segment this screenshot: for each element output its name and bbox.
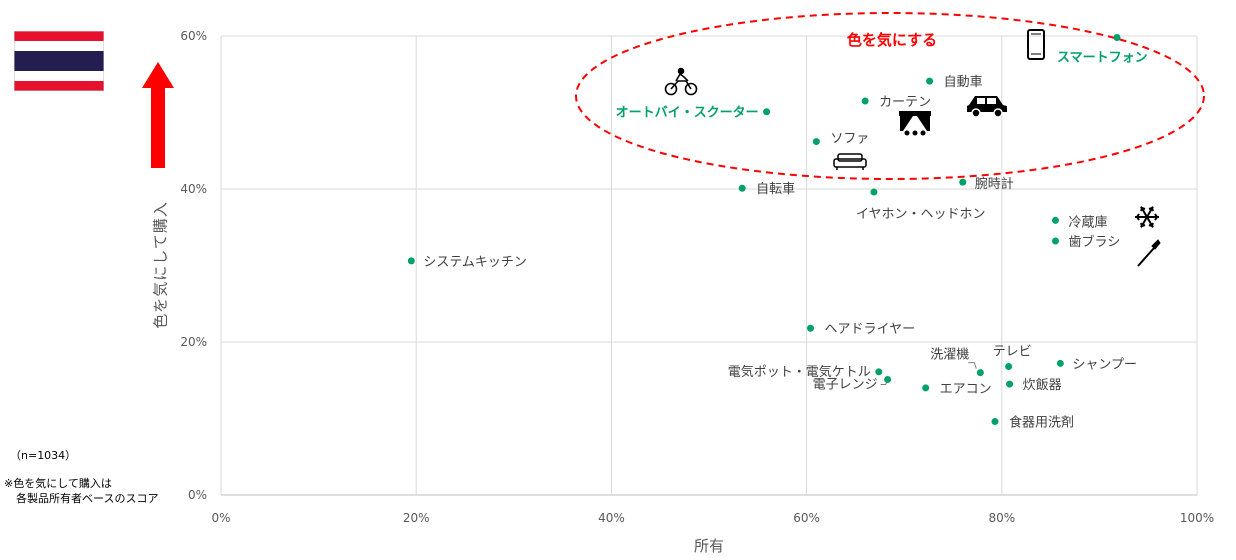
snowflake-icon xyxy=(1135,206,1159,228)
y-tick-label: 20% xyxy=(180,335,207,349)
point-label: システムキッチン xyxy=(423,255,527,270)
leader-line xyxy=(968,362,977,369)
data-point xyxy=(1113,34,1121,42)
thailand-flag-icon xyxy=(14,31,104,91)
point-label: 自転車 xyxy=(756,182,795,197)
data-point xyxy=(884,375,892,383)
highlight-ellipse xyxy=(575,12,1205,180)
data-point xyxy=(812,138,820,146)
point-label: 腕時計 xyxy=(975,176,1014,192)
data-point xyxy=(875,368,883,376)
point-label: スマートフォン xyxy=(1057,51,1148,66)
data-point xyxy=(738,184,746,192)
point-label: ヘアドライヤー xyxy=(825,322,916,337)
data-point xyxy=(976,369,984,377)
sofa-icon xyxy=(833,153,867,170)
point-label: イヤホン・ヘッドホン xyxy=(856,207,986,222)
point-label: 電気ポット・電気ケトル xyxy=(728,364,871,380)
x-tick-label: 100% xyxy=(1180,511,1214,525)
point-label: シャンプー xyxy=(1072,357,1137,372)
data-point xyxy=(763,108,771,116)
data-point xyxy=(1056,359,1064,367)
point-label: カーテン xyxy=(879,95,931,110)
data-point xyxy=(1051,237,1059,245)
x-tick-label: 20% xyxy=(403,511,430,525)
y-tick-label: 40% xyxy=(180,182,207,196)
data-points xyxy=(407,34,1121,426)
data-point xyxy=(1006,380,1014,388)
point-label: オートバイ・スクーター xyxy=(616,106,759,121)
curtain-icon xyxy=(899,111,931,136)
x-tick-label: 80% xyxy=(988,511,1015,525)
footnote-line-2: 各製品所有者ベースのスコア xyxy=(16,492,159,505)
data-point xyxy=(959,178,967,186)
data-point xyxy=(926,77,934,85)
data-point xyxy=(870,188,878,196)
point-label: エアコン xyxy=(940,382,992,397)
data-point xyxy=(1051,216,1059,224)
data-point xyxy=(991,418,999,426)
up-arrow-icon xyxy=(142,62,174,168)
highlight-label: 色を気にする xyxy=(847,31,937,49)
data-point xyxy=(861,97,869,105)
tick-labels: 0% 20% 40% 60% 80% 100% 0% 20% 40% 60% xyxy=(180,29,1214,525)
data-point xyxy=(807,324,815,332)
x-tick-label: 40% xyxy=(598,511,625,525)
data-point xyxy=(407,257,415,265)
point-label: 洗濯機 xyxy=(930,348,969,363)
data-point xyxy=(922,384,930,392)
x-tick-label: 60% xyxy=(793,511,820,525)
point-label: 自動車 xyxy=(944,75,983,90)
point-label: テレビ xyxy=(993,344,1032,359)
point-label: 食器用洗剤 xyxy=(1009,415,1074,431)
point-label: 冷蔵庫 xyxy=(1068,215,1107,230)
y-tick-label: 60% xyxy=(180,29,207,43)
x-tick-label: 0% xyxy=(211,511,230,525)
toothbrush-icon xyxy=(1137,239,1161,267)
point-label: 歯ブラシ xyxy=(1068,234,1120,250)
x-axis-label: 所有 xyxy=(693,537,725,555)
point-label: ソファ xyxy=(830,132,869,147)
data-point xyxy=(1005,362,1013,370)
smartphone-icon xyxy=(1027,29,1045,60)
footnote-line-1: ※色を気にして購入は xyxy=(4,477,112,490)
point-label: 電子レンジ xyxy=(813,377,878,392)
y-tick-label: 0% xyxy=(188,488,207,502)
sample-size-note: （n=1034） xyxy=(10,449,77,462)
motorbike-icon xyxy=(664,67,698,96)
point-label: 炊飯器 xyxy=(1023,378,1062,393)
gridlines xyxy=(220,35,1198,496)
car-icon xyxy=(967,96,1007,118)
